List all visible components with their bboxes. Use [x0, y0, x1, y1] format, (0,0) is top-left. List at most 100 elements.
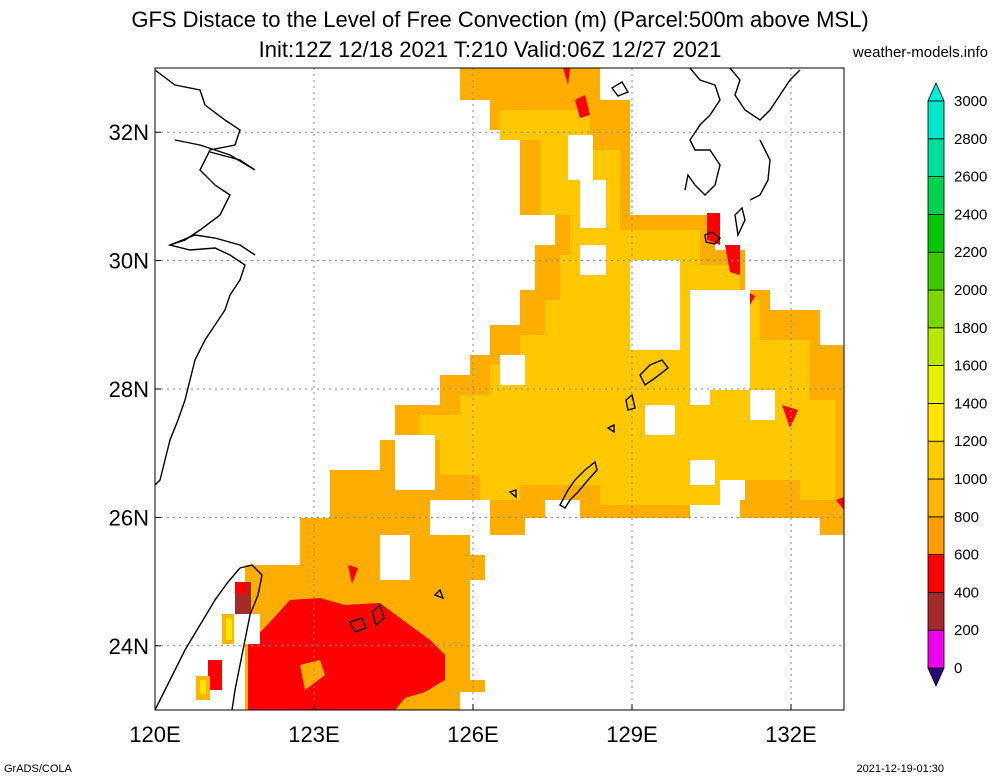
colorbar-level-label: 1000	[954, 471, 987, 488]
coastline-china	[155, 69, 246, 486]
site-credit: weather-models.info	[852, 44, 988, 61]
colorbar-swatch	[927, 251, 945, 291]
lat-tick-label: 32N	[109, 120, 149, 145]
lfc-gap	[380, 420, 395, 440]
lat-tick-label: 26N	[109, 505, 149, 530]
timestamp: 2021-12-19-01:30	[856, 763, 944, 775]
coastline-yangtze	[174, 139, 256, 171]
lfc-gap	[690, 460, 715, 485]
coastline-hangzhou	[169, 234, 256, 256]
colorbar-level-label: 2800	[954, 131, 987, 148]
lfc-gap	[690, 385, 710, 405]
lfc-gap	[470, 535, 500, 555]
colorbar-swatch	[927, 100, 945, 140]
colorbar-swatch	[927, 327, 945, 366]
lat-axis: 24N 26N 28N 30N 32N	[109, 120, 161, 659]
coastlines	[155, 68, 801, 710]
lfc-field	[196, 68, 844, 710]
colorbar-level-label: 1600	[954, 358, 987, 375]
chart-subtitle: Init:12Z 12/18 2021 T:210 Valid:06Z 12/2…	[258, 37, 722, 62]
colorbar-level-label: 1200	[954, 433, 987, 450]
colorbar-level-label: 1800	[954, 320, 987, 337]
lon-tick-label: 132E	[765, 722, 816, 747]
lfc-gap	[500, 355, 525, 385]
coastline-islet	[625, 393, 636, 411]
colorbar-level-label: 0	[954, 660, 962, 677]
coastline-islet	[433, 588, 445, 600]
lfc-gap	[690, 290, 750, 390]
grads-credit: GrADS/COLA	[4, 763, 72, 775]
colorbar-swatch	[927, 554, 945, 593]
lfc-field-red-small	[235, 582, 247, 594]
lfc-field-taiwan-strip	[208, 660, 222, 690]
lfc-gap	[568, 135, 593, 180]
lfc-gap	[580, 245, 606, 275]
coastline-okinawa	[559, 460, 598, 509]
lfc-red-spot	[782, 405, 798, 428]
lon-tick-label: 126E	[447, 722, 498, 747]
lfc-gap	[380, 535, 410, 580]
colorbar-swatch	[927, 516, 945, 555]
colorbar-level-label: 400	[954, 584, 979, 601]
lat-tick-label: 24N	[109, 634, 149, 659]
colorbar-swatch	[927, 440, 945, 480]
colorbar-level-label: 600	[954, 547, 979, 564]
coastline-islet	[610, 81, 630, 97]
lat-tick-label: 28N	[109, 377, 149, 402]
lfc-gap	[750, 390, 775, 420]
coastline-ishigaki	[371, 603, 385, 627]
coastline-taiwan	[155, 564, 263, 710]
lfc-red-spot	[707, 213, 720, 245]
colorbar-swatch	[927, 629, 945, 669]
lfc-field-taiwan-strip	[200, 680, 206, 694]
coastline-amami	[639, 359, 669, 387]
lfc-red-spot	[348, 565, 358, 584]
colorbar-swatch	[927, 176, 945, 215]
coastline-islet	[606, 423, 615, 434]
colorbar-level-label: 2400	[954, 206, 987, 223]
lon-tick-label: 129E	[606, 722, 657, 747]
colorbar-swatch	[927, 138, 945, 178]
colorbar-level-label: 2600	[954, 169, 987, 186]
lon-axis: 120E 123E 126E 129E 132E	[129, 704, 817, 747]
colorbar: 0 200 400 600 800 1000 1200 1400 1600 1800 2000 220…	[927, 82, 987, 687]
colorbar-swatch	[927, 289, 945, 329]
colorbar-swatch	[927, 592, 945, 631]
lfc-red-spot	[836, 497, 844, 510]
lfc-gap	[720, 480, 745, 500]
coastline-yakushima	[704, 231, 722, 245]
coastline-kyushu	[684, 68, 801, 201]
lfc-field-orange-patch	[300, 660, 325, 690]
lat-tick-label: 30N	[109, 249, 149, 274]
colorbar-swatch	[927, 478, 945, 518]
lfc-field-taiwan-strip	[226, 618, 232, 640]
lfc-gap	[580, 180, 606, 228]
lfc-red-spot	[563, 68, 570, 85]
coastline-miyako	[349, 617, 367, 633]
lon-tick-label: 123E	[288, 722, 339, 747]
colorbar-swatch	[927, 365, 945, 404]
coastline-islet	[508, 489, 517, 499]
colorbar-level-label: 200	[954, 622, 979, 639]
colorbar-level-label: 800	[954, 509, 979, 526]
lfc-red-spot	[575, 95, 590, 118]
colorbar-under-arrow	[927, 667, 945, 687]
gridlines	[155, 68, 844, 710]
lfc-gap	[395, 435, 435, 490]
colorbar-level-label: 2200	[954, 244, 987, 261]
colorbar-swatch	[927, 402, 945, 442]
colorbar-level-label: 2000	[954, 282, 987, 299]
colorbar-swatch	[927, 213, 945, 253]
lfc-gap	[645, 405, 675, 435]
lon-tick-label: 120E	[129, 722, 180, 747]
lfc-field-interior	[420, 110, 836, 505]
lfc-gap	[630, 260, 680, 350]
colorbar-level-label: 1400	[954, 395, 987, 412]
coastline-tanegashima	[734, 206, 746, 238]
colorbar-level-label: 3000	[954, 93, 987, 110]
lfc-red-spot	[725, 245, 740, 275]
chart-title: GFS Distace to the Level of Free Convect…	[131, 7, 869, 32]
colorbar-over-arrow	[927, 82, 945, 102]
lfc-field-red	[248, 598, 445, 710]
